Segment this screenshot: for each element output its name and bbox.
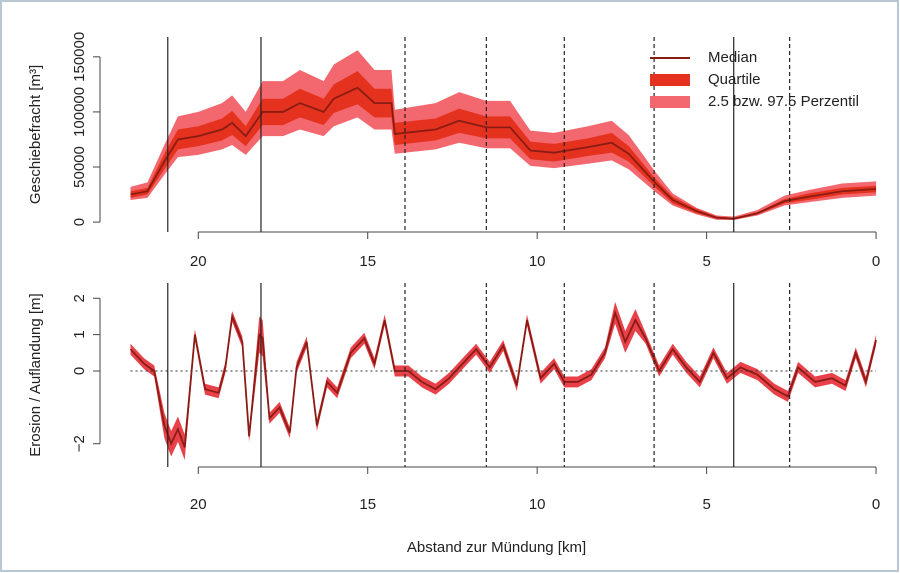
x-tick-label: 5 (702, 253, 710, 270)
legend-label: Median (708, 49, 757, 66)
x-tick-label: 5 (702, 496, 710, 513)
legend-label: 2.5 bzw. 97.5 Perzentil (708, 93, 859, 110)
y-tick-label: 2 (71, 294, 88, 302)
x-axis-label: Abstand zur Mündung [km] (407, 539, 586, 556)
x-tick-label: 0 (872, 496, 880, 513)
y-tick-label: 150000 (71, 32, 88, 82)
y-tick-label: 50000 (71, 146, 88, 188)
legend-swatch (650, 96, 690, 108)
legend-label: Quartile (708, 71, 761, 88)
median-line (130, 86, 877, 220)
x-tick-label: 15 (359, 253, 376, 270)
x-tick-label: 20 (190, 253, 207, 270)
y-tick-label: 0 (71, 367, 88, 375)
legend-swatch (650, 74, 690, 86)
y-axis-label: Geschiebefracht [m³] (27, 65, 44, 204)
x-tick-label: 0 (872, 253, 880, 270)
x-tick-label: 20 (190, 496, 207, 513)
y-tick-label: 1 (71, 330, 88, 338)
x-tick-label: 10 (529, 496, 546, 513)
y-axis-label: Erosion / Auflandung [m] (27, 293, 44, 456)
x-tick-label: 10 (529, 253, 546, 270)
y-tick-label: 0 (71, 218, 88, 226)
median-line (129, 309, 877, 448)
band (130, 71, 877, 220)
y-tick-label: 100000 (71, 87, 88, 137)
x-tick-label: 15 (359, 496, 376, 513)
y-tick-label: −2 (71, 435, 88, 452)
